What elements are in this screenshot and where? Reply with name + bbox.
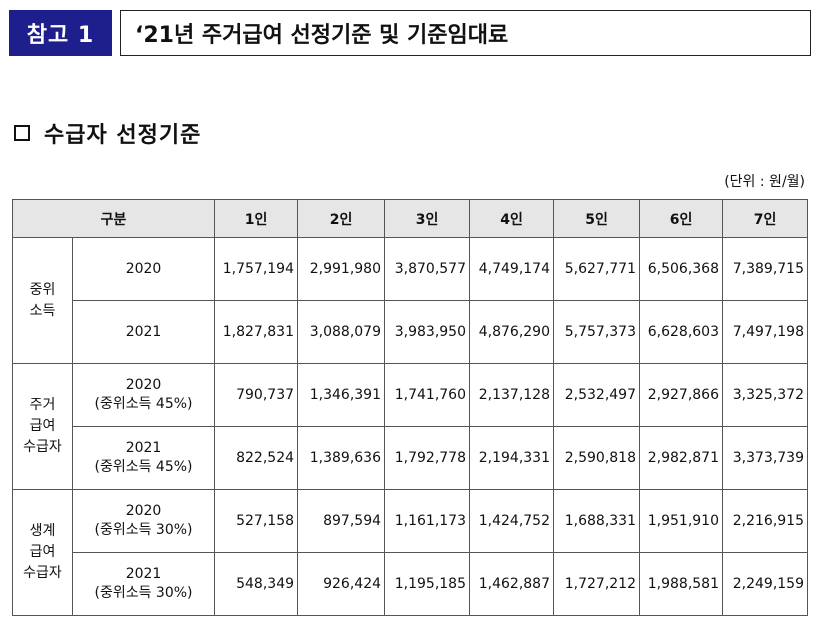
cell-value: 1,462,887 xyxy=(469,552,555,616)
cell-value: 1,346,391 xyxy=(297,363,386,427)
table-row: 2021 (중위소득 30%) 548,349 926,424 1,195,18… xyxy=(13,552,809,616)
checkbox-square-icon xyxy=(14,125,30,141)
cell-value: 6,628,603 xyxy=(639,300,724,364)
cell-value: 926,424 xyxy=(297,552,386,616)
row-year: 2021 (중위소득 30%) xyxy=(71,552,216,616)
cell-value: 548,349 xyxy=(214,552,299,616)
cell-value: 1,741,760 xyxy=(384,363,471,427)
group-label-median-income: 중위 소득 xyxy=(12,237,73,364)
criteria-table: 구분 1인 2인 3인 4인 5인 6인 7인 중위 소득 2020 1,757… xyxy=(11,199,809,616)
group-label-housing-benefit: 주거 급여 수급자 xyxy=(12,363,73,490)
cell-value: 2,249,159 xyxy=(722,552,809,616)
header-col-1: 1인 xyxy=(214,199,299,238)
row-year: 2021 (중위소득 45%) xyxy=(71,426,216,490)
header-col-3: 3인 xyxy=(384,199,471,238)
cell-value: 5,757,373 xyxy=(553,300,641,364)
cell-value: 7,389,715 xyxy=(722,237,809,301)
cell-value: 1,988,581 xyxy=(639,552,724,616)
cell-value: 1,757,194 xyxy=(214,237,299,301)
cell-value: 1,195,185 xyxy=(384,552,471,616)
cell-value: 2,927,866 xyxy=(639,363,724,427)
cell-value: 2,532,497 xyxy=(553,363,641,427)
header-col-4: 4인 xyxy=(469,199,555,238)
cell-value: 3,373,739 xyxy=(722,426,809,490)
cell-value: 897,594 xyxy=(297,489,386,553)
document-title: ‘21년 주거급여 선정기준 및 기준임대료 xyxy=(120,10,811,56)
reference-badge: 참고 1 xyxy=(9,10,112,56)
group-label-livelihood-benefit: 생계 급여 수급자 xyxy=(12,489,73,616)
section-heading: 수급자 선정기준 xyxy=(14,117,201,149)
unit-note: (단위 : 원/월) xyxy=(724,174,805,190)
row-year: 2020 (중위소득 45%) xyxy=(71,363,216,427)
row-note: (중위소득 30%) xyxy=(94,585,193,601)
header-col-6: 6인 xyxy=(639,199,724,238)
cell-value: 1,688,331 xyxy=(553,489,641,553)
cell-value: 3,983,950 xyxy=(384,300,471,364)
cell-value: 5,627,771 xyxy=(553,237,641,301)
cell-value: 822,524 xyxy=(214,426,299,490)
table-row: 주거 급여 수급자 2020 (중위소득 45%) 790,737 1,346,… xyxy=(12,363,809,490)
cell-value: 6,506,368 xyxy=(639,237,724,301)
cell-value: 7,497,198 xyxy=(722,300,809,364)
cell-value: 1,792,778 xyxy=(384,426,471,490)
cell-value: 1,424,752 xyxy=(469,489,555,553)
table-row: 2021 (중위소득 45%) 822,524 1,389,636 1,792,… xyxy=(13,426,809,490)
cell-value: 1,951,910 xyxy=(639,489,724,553)
cell-value: 1,161,173 xyxy=(384,489,471,553)
row-note: (중위소득 45%) xyxy=(94,459,193,475)
table-row: 중위 소득 2020 1,757,194 2,991,980 3,870,577… xyxy=(12,237,809,364)
cell-value: 790,737 xyxy=(214,363,299,427)
cell-value: 3,870,577 xyxy=(384,237,471,301)
title-bar: 참고 1 ‘21년 주거급여 선정기준 및 기준임대료 xyxy=(9,10,811,56)
cell-value: 1,389,636 xyxy=(297,426,386,490)
cell-value: 3,088,079 xyxy=(297,300,386,364)
header-category: 구분 xyxy=(11,199,216,238)
cell-value: 527,158 xyxy=(214,489,299,553)
header-col-2: 2인 xyxy=(297,199,386,238)
cell-value: 2,991,980 xyxy=(297,237,386,301)
cell-value: 2,137,128 xyxy=(469,363,555,427)
cell-value: 1,727,212 xyxy=(553,552,641,616)
row-note: (중위소득 30%) xyxy=(94,522,193,538)
cell-value: 4,749,174 xyxy=(469,237,555,301)
cell-value: 1,827,831 xyxy=(214,300,299,364)
row-year: 2020 (중위소득 30%) xyxy=(71,489,216,553)
cell-value: 3,325,372 xyxy=(722,363,809,427)
cell-value: 2,194,331 xyxy=(469,426,555,490)
row-year: 2020 xyxy=(71,237,216,301)
cell-value: 2,982,871 xyxy=(639,426,724,490)
row-note: (중위소득 45%) xyxy=(94,396,193,412)
cell-value: 4,876,290 xyxy=(469,300,555,364)
header-col-7: 7인 xyxy=(722,199,809,238)
table-row: 2021 1,827,831 3,088,079 3,983,950 4,876… xyxy=(13,300,809,364)
row-year: 2021 xyxy=(71,300,216,364)
table-row: 생계 급여 수급자 2020 (중위소득 30%) 527,158 897,59… xyxy=(12,489,809,616)
cell-value: 2,216,915 xyxy=(722,489,809,553)
table-header-row: 구분 1인 2인 3인 4인 5인 6인 7인 xyxy=(11,199,809,238)
section-title: 수급자 선정기준 xyxy=(44,123,202,148)
header-col-5: 5인 xyxy=(553,199,641,238)
cell-value: 2,590,818 xyxy=(553,426,641,490)
